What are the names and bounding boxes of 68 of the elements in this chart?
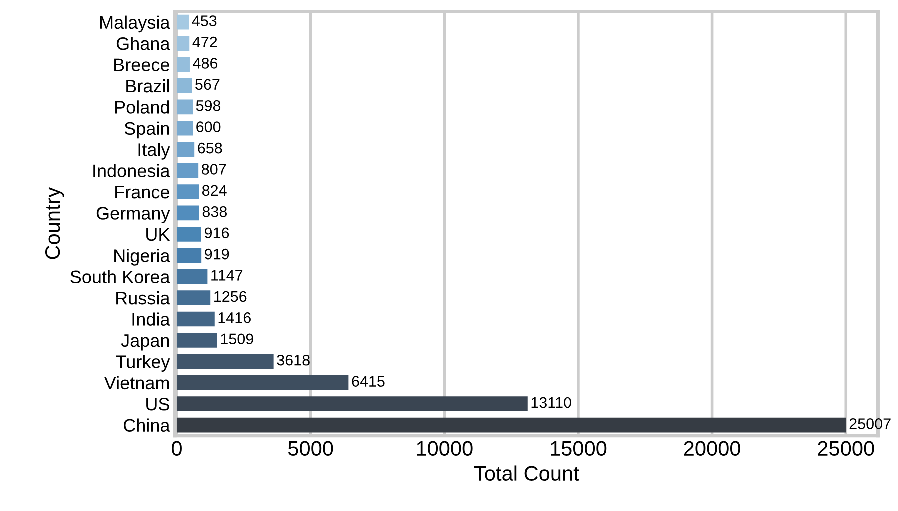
data-label: 486 [193,58,218,69]
x-axis-title: Total Count [474,466,580,482]
data-label: 6415 [352,376,385,387]
bar [176,418,846,433]
bar [176,206,200,221]
data-label: 25007 [850,418,891,430]
bar [176,14,190,30]
data-label: 916 [204,228,230,239]
data-label: 598 [196,100,221,112]
y-tick-label: Vietnam [104,376,170,390]
bar [176,36,190,51]
bar [176,120,194,136]
bar [176,184,200,200]
bar [176,375,349,390]
y-tick-label: Turkey [116,355,170,372]
data-label: 919 [205,248,230,260]
bar [176,269,208,284]
y-tick-label: Malaysia [100,16,170,33]
data-label: 3618 [277,354,310,366]
y-tick-label: UK [146,228,170,242]
bar [176,333,218,348]
y-tick-label: India [132,312,170,326]
y-axis-title: Country [45,187,64,260]
data-label: 1509 [221,334,254,345]
data-label: 600 [196,122,221,132]
bar [176,57,190,72]
bar [176,290,211,306]
data-label: 13110 [532,397,572,408]
x-tick-label: 0 [172,441,182,456]
bar [176,227,202,242]
data-label: 1416 [218,312,251,324]
y-tick-label: Russia [116,292,170,305]
bar [176,142,195,158]
bar [176,248,202,264]
y-tick-label: Poland [116,100,170,114]
y-tick-label: Nigeria [114,249,170,266]
x-tick-label: 10000 [417,441,473,456]
data-label: 1147 [212,270,243,281]
y-tick-label: South Korea [70,270,170,284]
bar [176,78,192,94]
bar [176,312,215,327]
x-tick-label: 15000 [551,441,607,456]
bar [176,396,528,412]
x-tick-label: 25000 [818,441,874,456]
data-label: 838 [202,206,228,218]
y-tick-label: Ghana [116,37,170,50]
y-tick-label: France [116,186,170,199]
y-tick-label: Indonesia [94,164,170,178]
data-label: 472 [192,36,218,48]
y-tick-label: Brazil [126,79,170,93]
data-label: 658 [198,142,222,154]
data-label: 567 [196,79,220,90]
y-tick-label: Japan [121,334,170,351]
data-label: 807 [202,164,226,175]
bar [176,163,199,178]
data-label: 453 [192,16,217,26]
x-tick-label: 5000 [288,441,334,456]
x-tick-label: 20000 [684,441,740,456]
y-tick-label: Germany [96,207,170,224]
y-tick-label: Spain [124,122,170,139]
y-tick-label: China [124,418,170,432]
bar [176,354,274,370]
data-label: 1256 [214,291,247,302]
y-tick-label: Italy [138,143,170,160]
y-tick-label: Breece [114,58,170,72]
y-tick-label: US [146,398,170,411]
bar [176,100,193,115]
data-label: 824 [202,185,227,196]
